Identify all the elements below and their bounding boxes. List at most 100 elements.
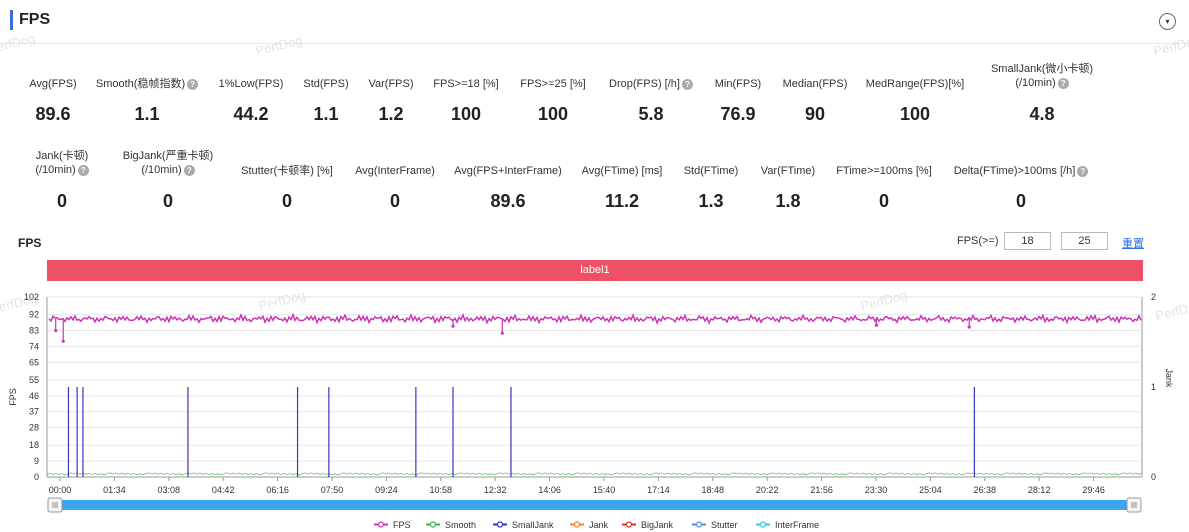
x-tick-label: 23:30 <box>865 485 888 495</box>
fps-dip-point <box>500 331 504 335</box>
metric-value-smalljank: 4.8 <box>1029 104 1055 124</box>
fps-dip-point <box>967 325 971 329</box>
x-tick-label: 25:04 <box>919 485 942 495</box>
fps-dip-point <box>451 324 455 328</box>
series-smooth-line <box>46 472 1143 476</box>
metric-value-min-fps: 76.9 <box>720 104 756 124</box>
metric-label-text: 1%Low(FPS) <box>218 78 284 90</box>
y-axis-title-left: FPS <box>8 388 18 406</box>
fps-threshold-input-2[interactable] <box>1061 232 1108 250</box>
metric-value-smooth: 1.1 <box>134 104 160 124</box>
metric-label-smooth: Smooth(稳帧指数)? <box>57 77 237 91</box>
metric-value-medrange-fps: 100 <box>899 104 931 124</box>
help-icon[interactable]: ? <box>187 78 199 90</box>
y-tick-label: 83 <box>29 326 39 336</box>
y-tick-label: 46 <box>29 391 39 401</box>
x-tick-label: 07:50 <box>321 485 344 495</box>
metric-value-low-fps: 44.2 <box>233 104 269 124</box>
x-tick-label: 06:16 <box>266 485 289 495</box>
legend-marker <box>695 521 703 528</box>
y-right-tick-label: 2 <box>1151 292 1156 302</box>
help-icon[interactable]: ? <box>1077 165 1089 177</box>
help-icon[interactable]: ? <box>77 164 89 176</box>
legend-marker <box>429 521 437 528</box>
fps-dip-point <box>61 339 65 343</box>
metric-label-text: Drop(FPS) [/h] <box>609 78 680 90</box>
metric-label-text: Avg(InterFrame) <box>355 165 435 177</box>
metric-label-min-fps: Min(FPS) <box>648 77 828 91</box>
reset-link[interactable]: 重置 <box>1122 238 1144 250</box>
y-tick-label: 0 <box>34 472 39 482</box>
metric-label-ftime-ge-100: FTime>=100ms [%] <box>794 164 974 178</box>
metric-label-text: Avg(FTime) [ms] <box>581 165 663 177</box>
metric-value-fps-ge-25: 100 <box>537 104 569 124</box>
metric-label-text: Delta(FTime)>100ms [/h] <box>953 165 1076 177</box>
y-tick-label: 74 <box>29 341 39 351</box>
metric-label-avg-fps-interframe: Avg(FPS+InterFrame) <box>418 164 598 178</box>
metric-label-avg-interframe: Avg(InterFrame) <box>305 164 485 178</box>
x-tick-label: 01:34 <box>103 485 126 495</box>
x-tick-label: 18:48 <box>702 485 725 495</box>
x-tick-label: 00:00 <box>49 485 72 495</box>
metric-label-median-fps: Median(FPS) <box>725 77 905 91</box>
legend-item-bigjank[interactable]: BigJank <box>641 520 674 530</box>
metric-label-bigjank: BigJank(严重卡顿) (/10min)? <box>78 149 258 177</box>
metric-label-unit: (/10min) <box>1015 77 1056 89</box>
legend-item-jank[interactable]: Jank <box>589 520 609 530</box>
x-tick-label: 29:46 <box>1082 485 1105 495</box>
x-tick-label: 21:56 <box>810 485 833 495</box>
metric-label-text: Var(FTime) <box>760 165 816 177</box>
metric-label-std-fps: Std(FPS) <box>236 77 416 91</box>
metric-label-text: MedRange(FPS)[%] <box>865 78 965 90</box>
metric-label-text: Avg(FPS) <box>29 78 77 90</box>
help-icon[interactable]: ? <box>1057 77 1069 89</box>
metric-label-text: Var(FPS) <box>368 78 414 90</box>
fps-chart[interactable]: 102 92 83 74 65 55 46 37 28 18 9 0 2 1 0 FPS Jank 00:00 01… <box>0 288 1189 532</box>
chevron-down-icon[interactable]: ▾ <box>1159 13 1176 30</box>
metric-value-avg-ftime: 11.2 <box>604 191 640 211</box>
x-tick-label: 28:12 <box>1028 485 1051 495</box>
metric-label-text: Std(FTime) <box>683 165 739 177</box>
fps-threshold-label: FPS(>=) <box>957 235 999 247</box>
metric-label-text: SmallJank(微小卡顿) <box>990 63 1094 75</box>
y-tick-label: 37 <box>29 407 39 417</box>
metric-label-fps-ge-18: FPS>=18 [%] <box>376 77 556 91</box>
metric-label-std-ftime: Std(FTime) <box>621 164 801 178</box>
metric-label-smalljank: SmallJank(微小卡顿) (/10min)? <box>952 62 1132 90</box>
legend-item-stutter[interactable]: Stutter <box>711 520 738 530</box>
legend-item-smalljank[interactable]: SmallJank <box>512 520 554 530</box>
fps-threshold-input-1[interactable] <box>1004 232 1051 250</box>
x-tick-label: 20:22 <box>756 485 779 495</box>
y-tick-label: 18 <box>29 440 39 450</box>
metric-label-text: Min(FPS) <box>714 78 762 90</box>
metric-value-var-ftime: 1.8 <box>775 191 801 211</box>
legend-item-fps[interactable]: FPS <box>393 520 411 530</box>
legend-item-interframe[interactable]: InterFrame <box>775 520 819 530</box>
help-icon[interactable]: ? <box>681 78 693 90</box>
legend-marker <box>573 521 581 528</box>
metric-value-delta-ftime: 0 <box>1015 191 1026 211</box>
metric-label-fps-ge-25: FPS>=25 [%] <box>463 77 643 91</box>
metric-value-jank: 0 <box>56 191 67 211</box>
x-tick-label: 09:24 <box>375 485 398 495</box>
legend-item-smooth[interactable]: Smooth <box>445 520 476 530</box>
label-bar[interactable]: label1 <box>47 260 1143 281</box>
metric-value-stutter: 0 <box>281 191 292 211</box>
metric-label-delta-ftime: Delta(FTime)>100ms [/h]? <box>931 164 1111 178</box>
y-tick-label: 92 <box>29 310 39 320</box>
metric-label-text: Avg(FPS+InterFrame) <box>454 165 562 177</box>
metric-label-var-ftime: Var(FTime) <box>698 164 878 178</box>
y-right-tick-label: 0 <box>1151 472 1156 482</box>
y-tick-label: 102 <box>24 292 39 302</box>
metric-label-jank: Jank(卡顿) (/10min)? <box>0 149 152 177</box>
y-tick-label: 9 <box>34 456 39 466</box>
metric-label-unit: (/10min) <box>141 164 182 176</box>
help-icon[interactable]: ? <box>183 164 195 176</box>
metric-label-text: Smooth(稳帧指数) <box>95 78 186 90</box>
metric-label-unit: (/10min) <box>35 164 76 176</box>
metric-label-stutter: Stutter(卡顿率) [%] <box>197 164 377 178</box>
metric-value-avg-fps: 89.6 <box>35 104 71 124</box>
x-tick-label: 26:38 <box>974 485 997 495</box>
metric-value-ftime-ge-100: 0 <box>878 191 889 211</box>
y-axis-title-right: Jank <box>1164 368 1174 388</box>
